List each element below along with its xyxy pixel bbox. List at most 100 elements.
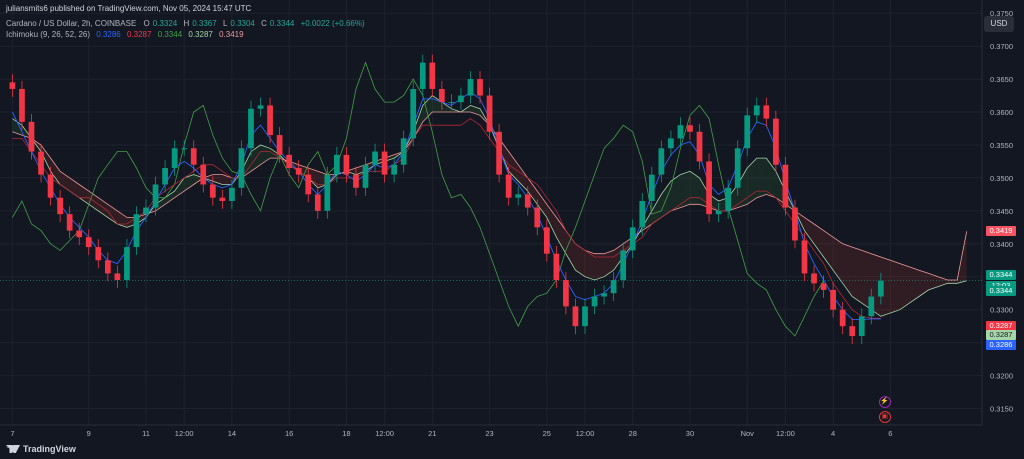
time-tick-label: 12:00 — [776, 429, 795, 438]
candle-body — [820, 283, 827, 290]
lightning-event-icon[interactable]: ⚡ — [878, 395, 891, 408]
candle-body — [792, 207, 798, 241]
span-a-value: 0.3287 — [188, 30, 213, 39]
candle — [610, 272, 617, 302]
candle — [95, 239, 102, 269]
time-axis[interactable]: 7 9 11 12:00 14 16 18 12:00 21 23 25 12:00 28 30 Nov 12… — [10, 429, 892, 438]
candle — [238, 140, 245, 196]
candle — [458, 87, 464, 111]
candle-body — [162, 168, 168, 185]
time-tick-label: 25 — [543, 429, 551, 438]
price-tag: 0.3344 — [986, 286, 1016, 297]
price-tick-label: 0.3200 — [990, 372, 1013, 381]
candle — [152, 176, 159, 216]
candle — [658, 140, 665, 183]
time-tick-label: 14 — [228, 429, 236, 438]
currency-button[interactable]: USD — [984, 16, 1014, 32]
cloud-segment — [537, 191, 547, 218]
candle — [782, 156, 789, 216]
candle — [343, 146, 350, 183]
candle — [400, 130, 407, 173]
candle — [267, 97, 273, 143]
candle-body — [515, 194, 522, 198]
publisher-line: juliansmits6 published on TradingView.co… — [6, 4, 252, 13]
candle-body — [582, 306, 588, 327]
candle-body — [9, 82, 16, 89]
candle-body — [28, 121, 35, 152]
symbol-legend: Cardano / US Dollar, 2h, COINBASE O 0.332… — [6, 19, 365, 28]
candle — [276, 127, 283, 163]
symbol-name[interactable]: Cardano / US Dollar, 2h, COINBASE — [6, 19, 137, 28]
candle — [639, 193, 646, 236]
cloud-segment — [575, 243, 586, 277]
candle-body — [219, 197, 226, 201]
candle — [38, 143, 44, 183]
ichimoku-name[interactable]: Ichimoku (9, 26, 52, 26) — [6, 30, 91, 39]
candle-body — [610, 280, 617, 294]
candle-body — [267, 105, 273, 136]
candle — [792, 199, 798, 249]
time-tick-label: 23 — [485, 429, 493, 438]
candle — [830, 282, 836, 318]
price-tick-label: 0.3300 — [990, 306, 1013, 315]
candle — [677, 117, 684, 147]
candlestick-series — [9, 54, 884, 344]
candle — [582, 298, 588, 335]
candle-body — [734, 148, 741, 188]
close-value: 0.3344 — [269, 19, 295, 28]
candle — [601, 285, 607, 305]
candle-body — [419, 62, 426, 89]
candle — [563, 272, 569, 315]
candle-body — [668, 138, 674, 149]
candle-body — [429, 62, 436, 89]
candle — [362, 156, 369, 196]
ichimoku-legend: Ichimoku (9, 26, 52, 26) 0.3286 0.3287 0… — [6, 30, 248, 39]
candle — [104, 252, 111, 282]
price-axis[interactable]: 0.31500.32000.32500.33000.33500.34000.34… — [990, 9, 1013, 413]
candle — [381, 143, 388, 183]
tenkan-value: 0.3286 — [96, 30, 121, 39]
tradingview-wordmark: TradingView — [23, 444, 76, 454]
candle — [820, 275, 827, 298]
candle-body — [95, 247, 102, 261]
candle-body — [257, 105, 264, 109]
cloud-segment — [823, 230, 834, 271]
open-label: O — [143, 19, 150, 28]
candle-body — [629, 227, 636, 251]
candle — [858, 308, 865, 344]
candle — [591, 288, 598, 315]
candle-body — [868, 296, 875, 317]
price-tag: 12:03 — [986, 280, 1016, 291]
price-tick-label: 0.3650 — [990, 75, 1013, 84]
candle-body — [114, 273, 121, 281]
candle — [620, 242, 627, 288]
cloud-segment — [518, 164, 528, 192]
time-tick-label: 6 — [888, 429, 892, 438]
price-tick-label: 0.3400 — [990, 240, 1013, 249]
candle — [9, 74, 16, 97]
time-tick-label: 16 — [285, 429, 293, 438]
cloud-segment — [689, 171, 700, 205]
candle-body — [563, 280, 569, 307]
candle-body — [839, 309, 846, 327]
candle-body — [353, 174, 359, 188]
cloud-segment — [270, 148, 280, 159]
lagging-span-line — [12, 61, 824, 337]
candle — [114, 265, 121, 288]
time-tick-label: 28 — [629, 429, 637, 438]
candle-body — [696, 131, 703, 162]
tenkan-line — [11, 91, 881, 321]
cloud-segment — [670, 174, 681, 211]
time-tick-label: 12:00 — [175, 429, 194, 438]
candle-body — [877, 280, 884, 297]
tradingview-logo[interactable]: TradingView — [6, 444, 76, 454]
cloud-segment — [12, 118, 22, 136]
cloud-segment — [546, 204, 557, 238]
cloud-segment — [814, 224, 824, 257]
candle-body — [200, 164, 207, 185]
cloud-segment — [556, 217, 566, 254]
price-tick-label: 0.3600 — [990, 108, 1013, 117]
calendar-event-icon[interactable]: ▣ — [878, 410, 891, 423]
price-tick-label: 0.3500 — [990, 174, 1013, 183]
